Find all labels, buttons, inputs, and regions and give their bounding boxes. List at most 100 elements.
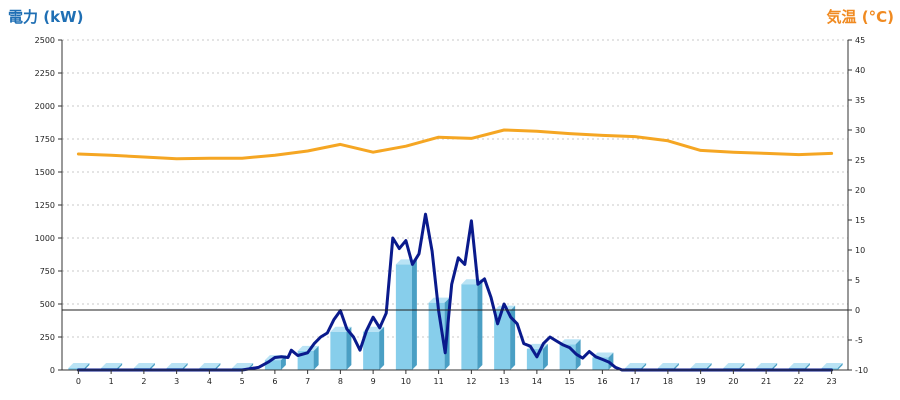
bar-side xyxy=(673,363,679,370)
bar-side xyxy=(641,363,647,370)
bar-side xyxy=(149,363,155,370)
x-tick-label: 13 xyxy=(499,377,509,386)
x-tick-label: 2 xyxy=(141,377,146,386)
bar-top xyxy=(199,363,221,368)
bar-side xyxy=(542,343,548,370)
bar-top xyxy=(133,363,155,368)
x-tick-label: 16 xyxy=(597,377,607,386)
left-tick-label: 0 xyxy=(50,366,55,375)
left-tick-label: 750 xyxy=(40,267,55,276)
left-axis-title: 電力 (kW) xyxy=(8,8,83,26)
bar-side xyxy=(215,363,221,370)
left-tick-label: 500 xyxy=(40,300,55,309)
right-tick-label: 10 xyxy=(855,246,865,255)
left-tick-label: 1000 xyxy=(35,234,55,243)
x-tick-label: 19 xyxy=(696,377,706,386)
left-tick-label: 2500 xyxy=(35,36,55,45)
bar-top xyxy=(690,363,712,368)
right-tick-label: 25 xyxy=(855,156,865,165)
left-tick-label: 1750 xyxy=(35,135,55,144)
x-tick-label: 3 xyxy=(174,377,179,386)
power-line xyxy=(76,212,834,372)
right-tick-label: -5 xyxy=(855,336,863,345)
bar-top xyxy=(788,363,810,368)
bar-top xyxy=(756,363,778,368)
bar-top xyxy=(68,363,90,368)
temperature-line xyxy=(76,128,834,161)
right-tick-label: 35 xyxy=(855,96,865,105)
bar xyxy=(363,326,385,370)
x-tick-label: 4 xyxy=(207,377,212,386)
bar-side xyxy=(280,355,286,370)
bar xyxy=(68,363,90,370)
bar-front xyxy=(68,368,85,370)
bar xyxy=(395,259,417,370)
x-tick-label: 20 xyxy=(728,377,738,386)
x-tick-label: 5 xyxy=(240,377,245,386)
bar-side xyxy=(739,363,745,370)
bar-side xyxy=(706,363,712,370)
right-tick-label: 5 xyxy=(855,276,860,285)
bar-side xyxy=(379,326,385,370)
bar-side xyxy=(84,363,90,370)
bar-top xyxy=(821,363,843,368)
x-tick-label: 1 xyxy=(109,377,114,386)
bar-front xyxy=(461,284,478,370)
bar-front xyxy=(494,310,511,370)
right-tick-label: -10 xyxy=(855,366,868,375)
x-tick-label: 15 xyxy=(565,377,575,386)
x-tick-label: 12 xyxy=(466,377,476,386)
bar-side xyxy=(313,345,319,370)
x-tick-label: 21 xyxy=(761,377,771,386)
bar-side xyxy=(117,363,123,370)
bar-side xyxy=(772,363,778,370)
left-tick-label: 2250 xyxy=(35,69,55,78)
bar-layer xyxy=(68,259,843,370)
x-tick-label: 23 xyxy=(827,377,837,386)
line-layer xyxy=(76,128,834,372)
bar-top xyxy=(232,363,254,368)
bar-side xyxy=(182,363,188,370)
bar-front xyxy=(363,331,380,370)
bar-top xyxy=(657,363,679,368)
bar xyxy=(494,305,516,370)
x-tick-label: 9 xyxy=(371,377,376,386)
bar-front xyxy=(395,264,412,370)
right-tick-label: 30 xyxy=(855,126,865,135)
bar-side xyxy=(411,259,417,370)
right-tick-label: 20 xyxy=(855,186,865,195)
x-tick-label: 10 xyxy=(401,377,411,386)
x-tick-label: 11 xyxy=(434,377,444,386)
bar-side xyxy=(346,326,352,370)
bar-side xyxy=(804,363,810,370)
right-tick-label: 15 xyxy=(855,216,865,225)
bar-top xyxy=(101,363,123,368)
bar-top xyxy=(559,339,581,345)
left-tick-label: 1500 xyxy=(35,168,55,177)
x-tick-label: 0 xyxy=(76,377,81,386)
x-tick-label: 17 xyxy=(630,377,640,386)
right-axis-title: 気温 (°C) xyxy=(827,8,894,26)
axis-layer: 02505007501000125015001750200022502500-1… xyxy=(35,36,868,386)
right-tick-label: 40 xyxy=(855,66,865,75)
left-tick-label: 1250 xyxy=(35,201,55,210)
bar-top xyxy=(166,363,188,368)
bar xyxy=(330,326,352,370)
bar xyxy=(297,345,319,370)
x-tick-label: 14 xyxy=(532,377,542,386)
left-tick-label: 2000 xyxy=(35,102,55,111)
x-tick-label: 18 xyxy=(663,377,673,386)
bar-top xyxy=(723,363,745,368)
x-tick-label: 8 xyxy=(338,377,343,386)
right-tick-label: 0 xyxy=(855,306,860,315)
grid-layer xyxy=(62,39,848,338)
right-tick-label: 45 xyxy=(855,36,865,45)
bar-side xyxy=(837,363,843,370)
x-tick-label: 6 xyxy=(272,377,277,386)
x-tick-label: 22 xyxy=(794,377,804,386)
x-tick-label: 7 xyxy=(305,377,310,386)
left-tick-label: 250 xyxy=(40,333,55,342)
bar-side xyxy=(477,279,483,370)
